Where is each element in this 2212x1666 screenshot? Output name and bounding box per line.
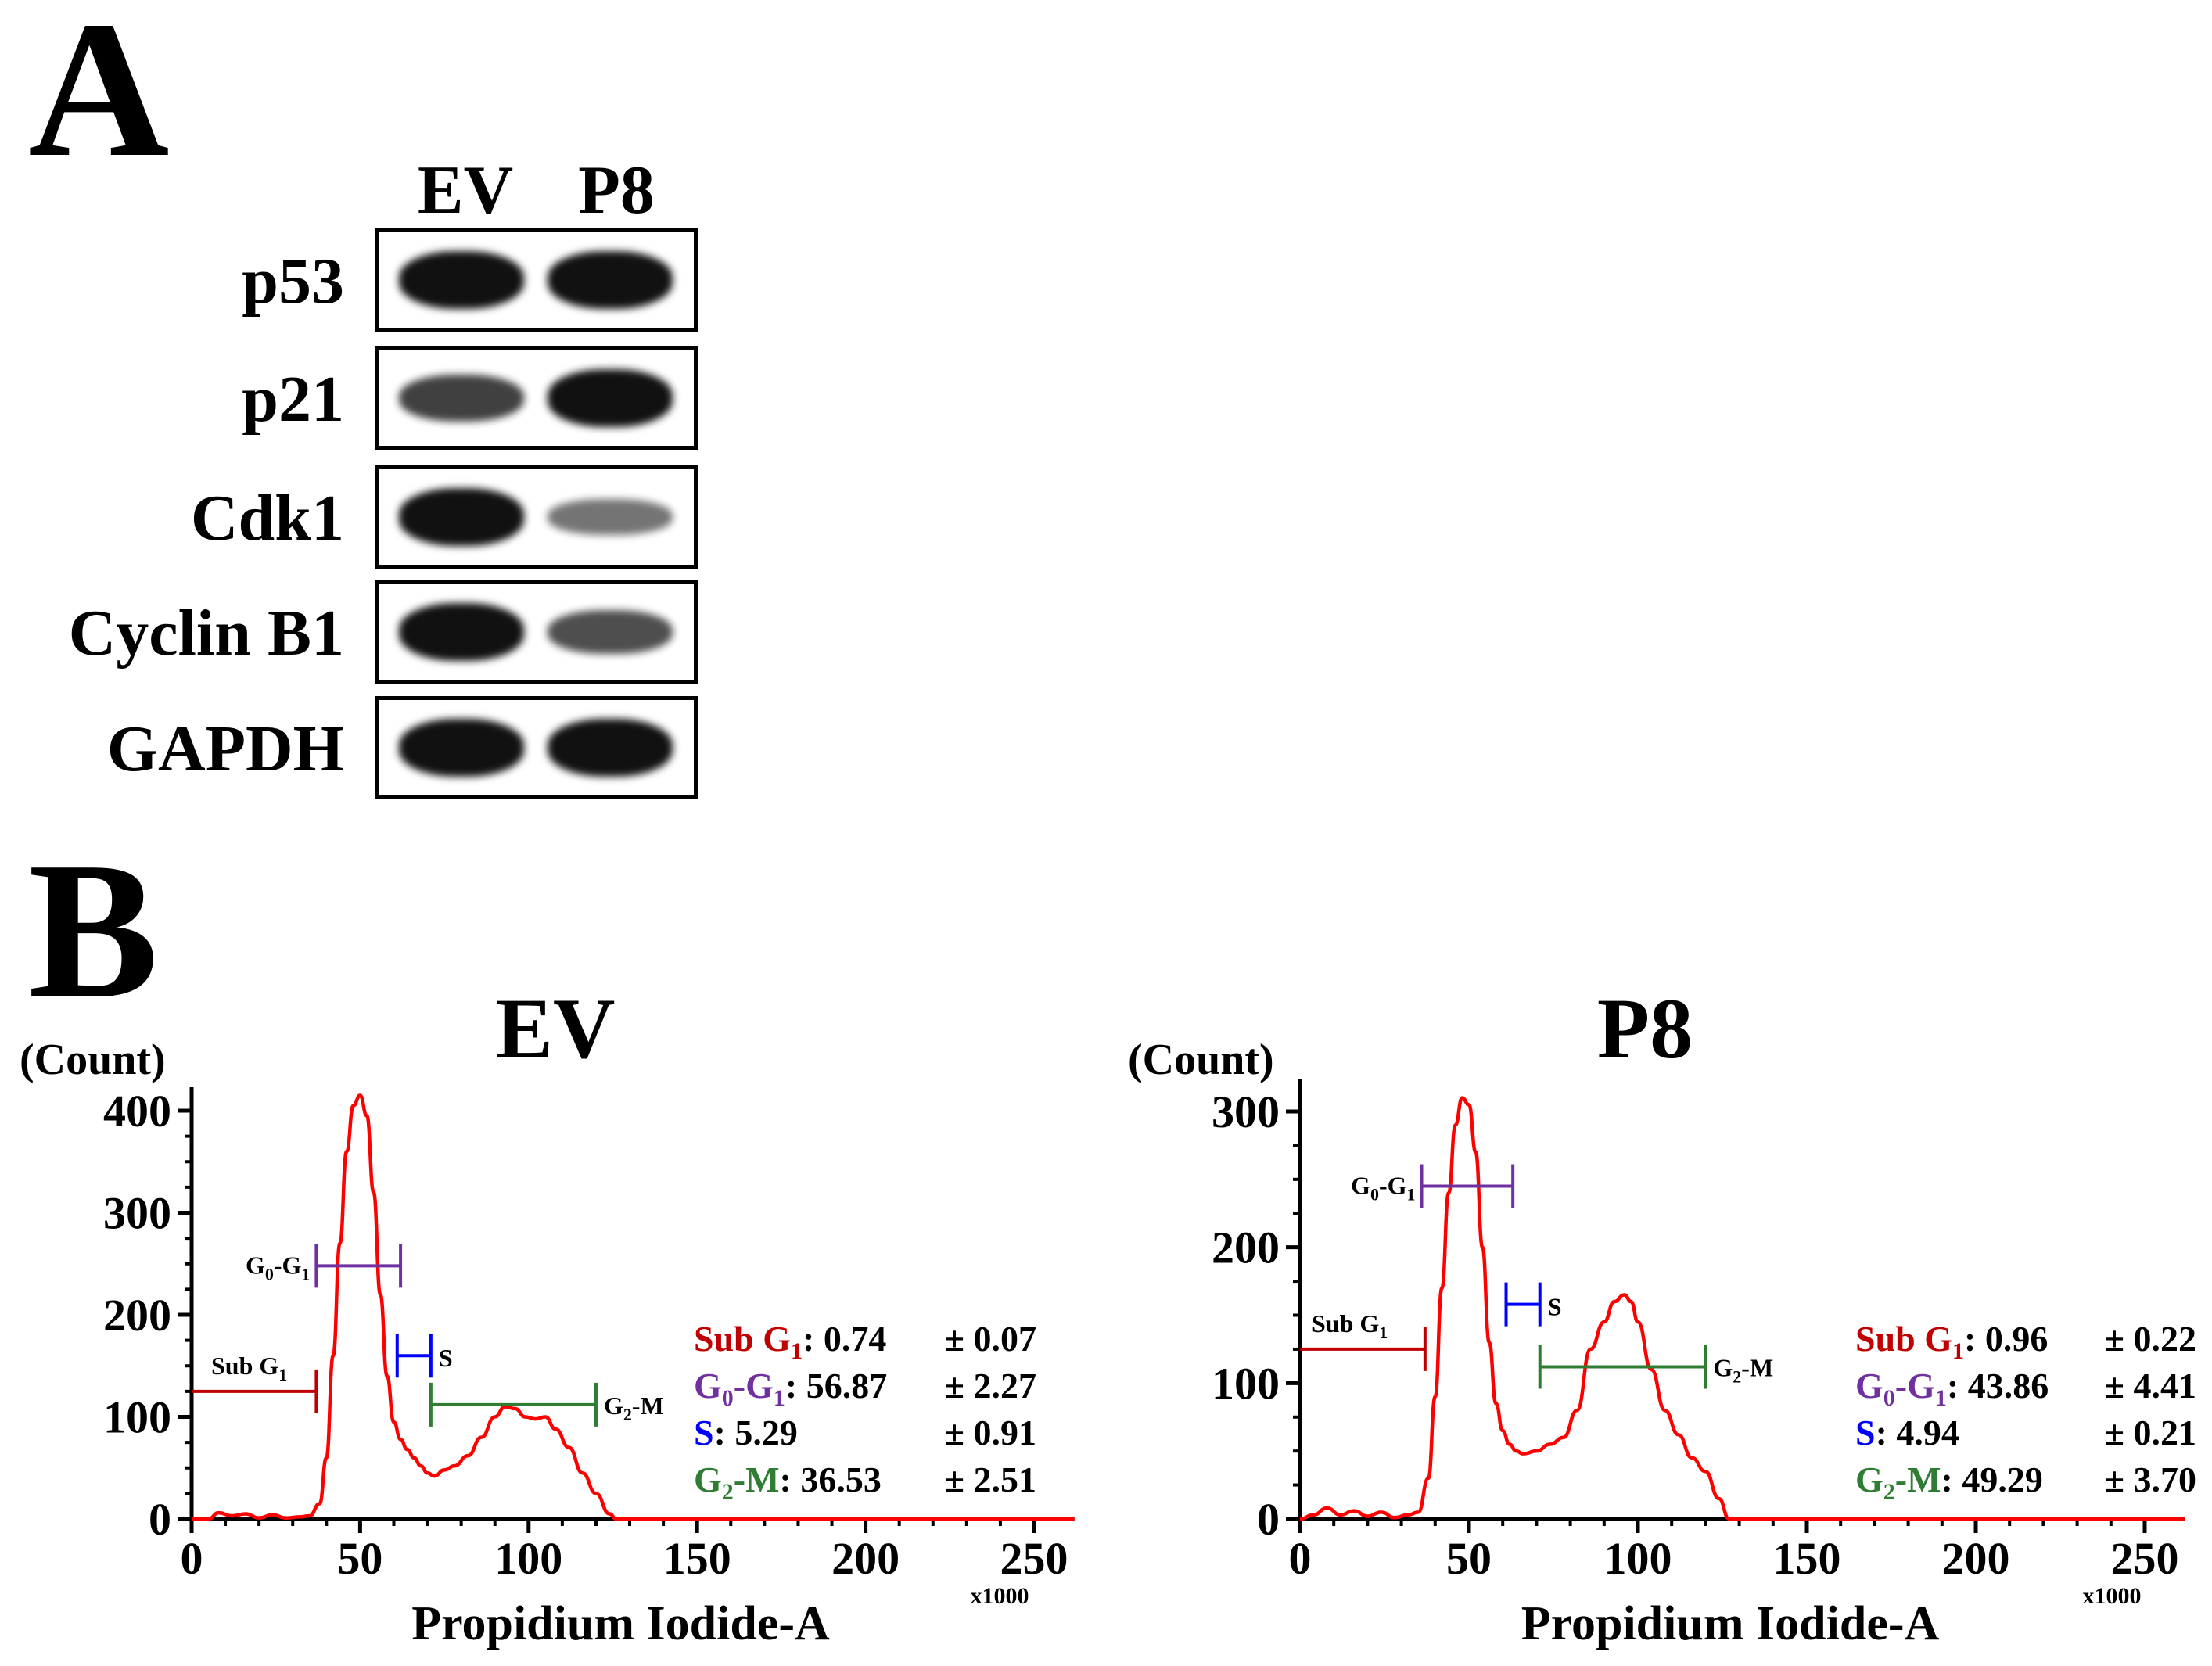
gate-label: G0-G1	[246, 1251, 310, 1284]
gate-g2-m: G2-M	[1538, 1345, 1773, 1389]
stat-sd-2: ± 0.21	[2105, 1413, 2196, 1452]
gate-label: Sub G1	[211, 1352, 287, 1384]
band-p8-p53	[548, 251, 673, 309]
stat-sd-0: ± 0.07	[945, 1319, 1036, 1359]
y-tick-label: 0	[1257, 1494, 1280, 1545]
gate-sub-g1: Sub G1	[1300, 1309, 1427, 1371]
histogram-line	[1299, 1096, 2185, 1521]
x-tick-label: 250	[1000, 1533, 1068, 1584]
band-ev-p53	[399, 251, 524, 309]
band-ev-gapdh	[399, 719, 524, 777]
band-ev-cyclin-b1	[399, 603, 524, 661]
band-p8-p21	[548, 369, 673, 427]
gate-g0-g1: G0-G1	[246, 1244, 403, 1288]
protein-label-p21: p21	[242, 363, 344, 436]
x-tick-label: 200	[831, 1533, 900, 1584]
stat-3: G2-M: 36.53	[694, 1460, 882, 1505]
y-tick-label: 0	[149, 1494, 171, 1545]
y-tick-label: 100	[103, 1392, 171, 1443]
gate-g2-m: G2-M	[429, 1382, 664, 1427]
x-tick-label: 0	[181, 1533, 203, 1584]
band-p8-cyclin-b1	[548, 609, 673, 655]
protein-label-cdk1: Cdk1	[190, 482, 344, 555]
stat-sd-2: ± 0.91	[945, 1413, 1036, 1452]
blot-row-p53	[375, 228, 698, 332]
panel-a-letter: A	[28, 0, 170, 198]
gate-label: S	[1548, 1293, 1562, 1321]
y-tick-label: 400	[103, 1086, 171, 1136]
x-tick-label: 100	[1604, 1533, 1672, 1584]
chart-title: EV	[496, 981, 616, 1076]
blot-row-gapdh	[375, 696, 698, 799]
stat-3: G2-M: 49.29	[1855, 1460, 2043, 1505]
y-axis-label: (Count)	[20, 1036, 166, 1084]
stat-0: Sub G1: 0.96	[1855, 1319, 2048, 1364]
protein-label-p53: p53	[242, 245, 344, 318]
stat-1: G0-G1: 43.86	[1855, 1366, 2049, 1411]
blot-row-p21	[375, 346, 698, 450]
band-p8-gapdh	[548, 719, 673, 777]
stat-2: S: 4.94	[1855, 1413, 1959, 1452]
x-tick-label: 250	[2111, 1533, 2179, 1584]
band-ev-cdk1	[399, 488, 524, 546]
x-tick-label: 50	[337, 1533, 382, 1584]
y-axis-label: (Count)	[1128, 1036, 1274, 1084]
gate-label: G2-M	[604, 1391, 664, 1424]
gate-label: G0-G1	[1351, 1172, 1415, 1205]
protein-label-gapdh: GAPDH	[106, 713, 344, 785]
panel-b-letter: B	[28, 822, 159, 1039]
y-tick-label: 300	[103, 1188, 171, 1239]
protein-label-cyclin-b1: Cyclin B1	[68, 597, 344, 670]
x-tick-label: 150	[663, 1533, 731, 1584]
chart-title: P8	[1597, 981, 1693, 1076]
x-tick-label: 150	[1773, 1533, 1841, 1584]
stat-0: Sub G1: 0.74	[694, 1319, 886, 1364]
histogram-chart-p8: P8 (Count) Propidium Iodide-A x1000 0 100 200 3…	[1128, 981, 2196, 1650]
gate-label: G2-M	[1713, 1353, 1773, 1386]
gate-s: S	[1504, 1282, 1562, 1327]
y-tick-label: 100	[1212, 1358, 1280, 1409]
stat-sd-1: ± 4.41	[2105, 1366, 2196, 1406]
stat-2: S: 5.29	[694, 1413, 798, 1452]
y-tick-label: 200	[103, 1290, 171, 1341]
stat-sd-0: ± 0.22	[2105, 1319, 2196, 1359]
stat-1: G0-G1: 56.87	[694, 1366, 887, 1411]
histogram-line	[191, 1093, 1075, 1521]
band-p8-cdk1	[548, 499, 673, 535]
x-axis-label: Propidium Iodide-A	[1521, 1597, 1940, 1650]
lane-label-p8: P8	[578, 153, 655, 228]
x-tick-label: 50	[1446, 1533, 1492, 1584]
blot-row-cdk1	[375, 465, 698, 569]
histogram-chart-ev: EV (Count) Propidium Iodide-A x1000 0 100 200 3…	[20, 981, 1075, 1650]
band-ev-p21	[399, 374, 524, 422]
stat-sd-1: ± 2.27	[945, 1366, 1036, 1406]
y-tick-label: 300	[1212, 1086, 1280, 1137]
gate-sub-g1: Sub G1	[192, 1352, 318, 1413]
blot-row-cyclin-b1	[375, 580, 698, 684]
x-axis-unit: x1000	[2083, 1583, 2142, 1609]
gate-g0-g1: G0-G1	[1351, 1164, 1515, 1208]
gate-label: Sub G1	[1312, 1309, 1388, 1342]
x-tick-label: 100	[494, 1533, 562, 1584]
x-tick-label: 200	[1942, 1533, 2010, 1584]
x-axis-unit: x1000	[971, 1583, 1029, 1609]
stat-sd-3: ± 2.51	[945, 1460, 1036, 1499]
x-tick-label: 0	[1289, 1533, 1312, 1584]
gate-s: S	[395, 1334, 453, 1378]
x-axis-label: Propidium Iodide-A	[411, 1597, 830, 1650]
gate-label: S	[439, 1344, 453, 1372]
y-tick-label: 200	[1212, 1223, 1280, 1273]
stat-sd-3: ± 3.70	[2105, 1460, 2196, 1499]
lane-label-ev: EV	[417, 153, 514, 228]
